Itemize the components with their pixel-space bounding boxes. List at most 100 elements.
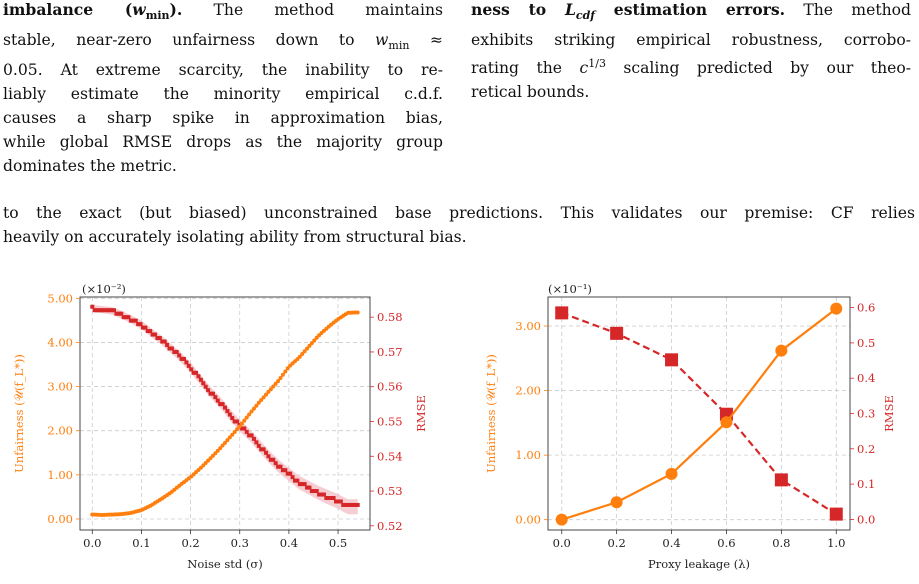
x-tick-label: 0.4 <box>662 536 680 550</box>
rmse-marker <box>333 499 338 504</box>
body-line-2: heavily on accurately isolating ability … <box>3 228 467 246</box>
rmse-marker <box>312 489 317 494</box>
caption-left-line-3: 0.05. At extreme scarcity, the inability… <box>3 61 443 80</box>
rmse-marker <box>194 370 199 375</box>
unfairness-marker <box>268 387 273 392</box>
rmse-marker <box>102 308 107 313</box>
rmse-marker <box>331 496 336 501</box>
axis-multiplier: (×10⁻¹) <box>548 282 592 296</box>
unfairness-marker <box>610 496 623 509</box>
rmse-marker <box>268 457 273 462</box>
unfairness-marker <box>244 415 249 420</box>
rmse-marker <box>169 346 174 351</box>
unfairness-marker <box>285 366 290 371</box>
y-left-axis-label: Unfairness (𝒰(f_L*)) <box>484 354 498 473</box>
y-left-tick-label: 2.00 <box>47 424 73 438</box>
unfairness-marker <box>297 354 302 359</box>
rmse-marker <box>254 440 259 445</box>
rmse-marker <box>343 502 348 507</box>
rmse-marker <box>326 496 331 501</box>
rmse-marker <box>305 485 310 490</box>
unfairness-marker <box>271 384 276 389</box>
rmse-marker <box>215 398 220 403</box>
unfairness-marker <box>208 456 213 461</box>
rmse-marker <box>239 426 244 431</box>
unfairness-marker <box>283 369 288 374</box>
x-tick-label: 0.5 <box>329 536 347 550</box>
y-left-tick-label: 2.00 <box>515 384 541 398</box>
rmse-marker <box>249 433 254 438</box>
rmse-marker <box>198 377 203 382</box>
y-right-axis-label: RMSE <box>414 395 428 432</box>
y-left-tick-label: 0.00 <box>47 512 73 526</box>
chart-noise-std: 0.0 0.1 0.2 0.3 0.4 0.5 0.00 1.00 2.00 3.00 4.00 5.… <box>12 282 428 571</box>
rmse-marker <box>186 363 191 368</box>
rmse-marker <box>230 416 235 421</box>
unfairness-marker <box>302 349 307 354</box>
rmse-marker <box>136 322 141 327</box>
rmse-marker <box>189 367 194 372</box>
rmse-marker <box>126 315 131 320</box>
x-tick-label: 0.6 <box>717 536 735 550</box>
rmse-marker <box>317 492 322 497</box>
y-right-tick-label: 0.56 <box>377 380 403 394</box>
unfairness-marker <box>720 416 733 429</box>
rmse-marker <box>283 468 288 473</box>
rmse-marker <box>223 405 227 410</box>
rmse-marker <box>90 304 95 309</box>
rmse-marker <box>276 464 281 469</box>
rmse-marker <box>271 457 276 462</box>
rmse-marker <box>179 356 184 361</box>
y-right-tick-label: 0.3 <box>857 407 875 421</box>
rmse-marker <box>172 349 177 354</box>
rmse-marker <box>121 315 126 320</box>
rmse-marker <box>290 475 295 480</box>
caption-right-line-4: retical bounds. <box>471 83 590 102</box>
rmse-marker <box>285 471 290 476</box>
unfairness-marker <box>264 392 269 397</box>
rmse-marker <box>213 395 218 400</box>
unfairness-marker <box>223 440 227 445</box>
rmse-marker <box>218 402 223 407</box>
unfairness-marker <box>280 372 285 377</box>
rmse-marker <box>116 311 121 316</box>
rmse-marker <box>350 502 355 507</box>
unfairness-marker <box>775 344 788 357</box>
rmse-marker <box>131 318 136 323</box>
rmse-marker <box>210 391 215 396</box>
y-right-tick-label: 0.5 <box>857 336 875 350</box>
unfairness-marker <box>215 448 220 453</box>
y-left-axis-label: Unfairness (𝒰(f_L*)) <box>12 354 26 473</box>
unfairness-marker <box>227 435 232 440</box>
unfairness-marker <box>210 453 215 458</box>
caption-right-line-3: rating the c1/3 scaling predicted by our… <box>471 57 911 78</box>
rmse-marker <box>259 447 264 452</box>
rmse-marker <box>157 336 162 341</box>
caption-left-line-6: while global RMSE drops as the majority … <box>3 133 443 152</box>
y-right-tick-label: 0.53 <box>377 484 403 498</box>
y-left-tick-label: 0.00 <box>515 513 541 527</box>
unfairness-marker <box>235 427 240 432</box>
unfairness-marker <box>242 418 247 423</box>
x-tick-label: 0.2 <box>181 536 199 550</box>
y-right-tick-label: 0.0 <box>857 512 875 526</box>
caption-left: imbalance (wmin). The method maintains s… <box>3 0 443 178</box>
unfairness-line <box>561 307 837 521</box>
rmse-marker <box>300 482 305 487</box>
unfairness-marker <box>300 351 305 356</box>
rmse-marker <box>247 433 252 438</box>
unfairness-marker <box>239 421 244 426</box>
rmse-marker <box>203 384 208 389</box>
rmse-marker <box>774 473 788 487</box>
caption-left-line-7: dominates the metric. <box>3 157 177 176</box>
rmse-marker <box>319 492 324 497</box>
rmse-marker <box>610 326 624 340</box>
unfairness-marker <box>232 430 237 435</box>
rmse-marker <box>338 499 343 504</box>
x-tick-label: 0.3 <box>231 536 249 550</box>
rmse-marker <box>184 360 189 365</box>
rmse-marker <box>162 339 167 344</box>
rmse-marker <box>324 496 329 501</box>
x-tick-label: 0.0 <box>553 536 571 550</box>
rmse-marker <box>355 502 360 507</box>
